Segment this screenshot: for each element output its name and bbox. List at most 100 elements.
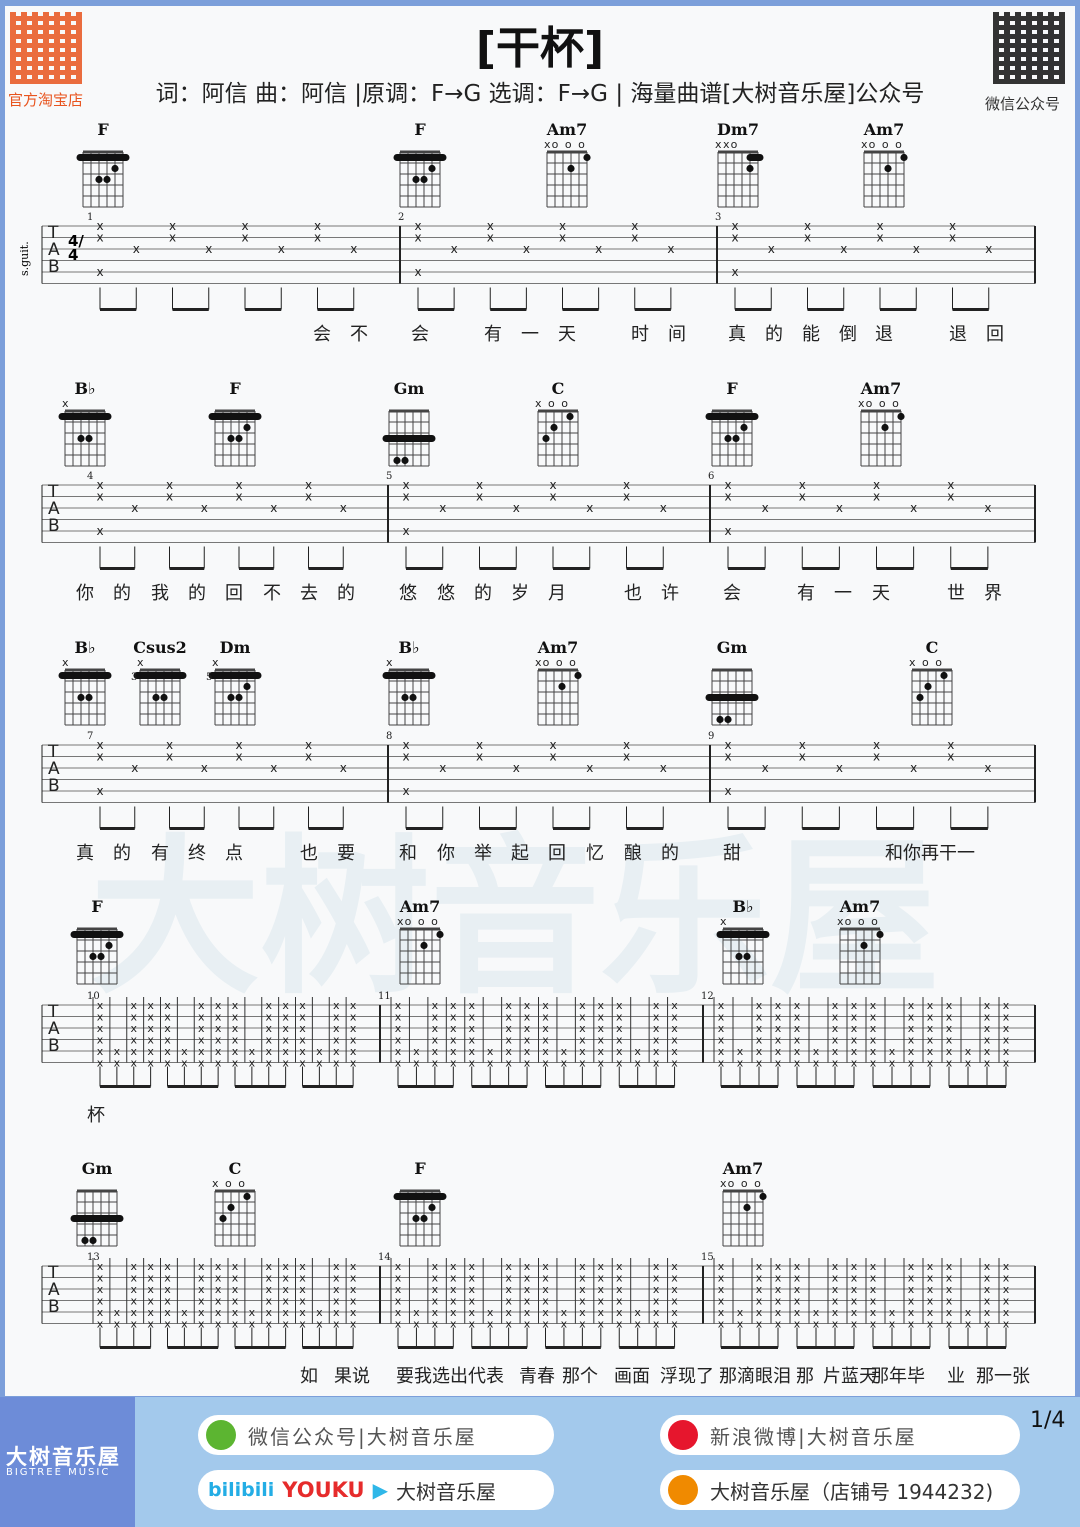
lyric: 的	[188, 583, 206, 604]
tab-clef-letter: A	[48, 499, 60, 519]
lyric: 也	[624, 583, 642, 604]
note-x: x	[96, 490, 103, 504]
strum-x: x	[198, 1295, 205, 1308]
strum-x: x	[832, 1022, 839, 1035]
strum-x: x	[265, 1260, 272, 1273]
strum-x: x	[114, 1045, 121, 1058]
strum-x: x	[851, 1057, 858, 1070]
strum-x: x	[350, 1045, 357, 1058]
lyric: 点	[225, 843, 243, 864]
strum-x: x	[432, 999, 439, 1012]
measure-number: 1	[87, 212, 94, 223]
strum-x: x	[395, 1306, 402, 1319]
strum-x: x	[832, 999, 839, 1012]
strum-x: x	[432, 1272, 439, 1285]
strum-x: x	[671, 1306, 678, 1319]
strum-x: x	[265, 1022, 272, 1035]
strum-x: x	[282, 1295, 289, 1308]
chord-finger-dot	[566, 412, 574, 421]
strum-x: x	[598, 1260, 605, 1273]
strum-x: x	[598, 999, 605, 1012]
chord-finger-dot	[542, 434, 550, 443]
chord-open-mute-markers: x o o	[909, 656, 943, 669]
lyric: 那年毕	[871, 1366, 925, 1387]
note-x: x	[623, 478, 630, 492]
note-x: x	[631, 219, 638, 233]
strum-x: x	[299, 1034, 306, 1047]
tab-clef-letter: B	[48, 257, 60, 277]
strum-x: x	[653, 1306, 660, 1319]
note-x: x	[166, 750, 173, 764]
strum-x: x	[468, 1295, 475, 1308]
strum-x: x	[524, 1283, 531, 1296]
taobao-label: 大树音乐屋（店铺号 1944232)	[710, 1479, 994, 1504]
strum-x: x	[813, 1306, 820, 1319]
chord-finger-dot	[897, 412, 905, 421]
strum-x: x	[97, 1295, 104, 1308]
strum-x: x	[927, 1318, 934, 1331]
note-x: x	[201, 761, 208, 775]
strum-x: x	[181, 1318, 188, 1331]
weibo-link[interactable]: 新浪微博|大树音乐屋	[660, 1415, 1020, 1455]
strum-x: x	[870, 1318, 877, 1331]
note-x: x	[235, 490, 242, 504]
strum-x: x	[598, 1011, 605, 1024]
strum-x: x	[927, 999, 934, 1012]
lyric: 会	[313, 324, 331, 345]
footer-brand-en: BIGTREE MUSIC	[6, 1467, 111, 1478]
measure-number: 11	[378, 991, 391, 1002]
weibo-label: 新浪微博|大树音乐屋	[710, 1424, 917, 1449]
strum-x: x	[579, 1022, 586, 1035]
note-x: x	[876, 231, 883, 245]
strum-x: x	[299, 999, 306, 1012]
bass-note-x: x	[724, 784, 731, 798]
strum-x: x	[282, 1260, 289, 1273]
strum-x: x	[737, 1318, 744, 1331]
note-x: x	[523, 242, 530, 256]
lyric: 不	[350, 324, 368, 345]
strum-x: x	[524, 1057, 531, 1070]
strum-x: x	[282, 1011, 289, 1024]
chord-finger-dot	[219, 1214, 227, 1223]
strum-x: x	[616, 1045, 623, 1058]
chord-open-mute-markers: x	[212, 656, 220, 669]
strum-x: x	[432, 1295, 439, 1308]
lyric: 起	[511, 843, 529, 864]
strum-x: x	[908, 1045, 915, 1058]
strum-x: x	[265, 1011, 272, 1024]
strum-x: x	[299, 1045, 306, 1058]
strum-x: x	[946, 1295, 953, 1308]
strum-x: x	[579, 1260, 586, 1273]
wechat-qr-label: 微信公众号	[985, 95, 1061, 113]
note-x: x	[910, 501, 917, 515]
strum-x: x	[215, 1034, 222, 1047]
video-links[interactable]: bilibili YOUKU ▶ 大树音乐屋	[198, 1470, 554, 1510]
strum-x: x	[946, 1306, 953, 1319]
strum-x: x	[350, 1306, 357, 1319]
taobao-link[interactable]: 大树音乐屋（店铺号 1944232)	[660, 1470, 1020, 1510]
strum-x: x	[542, 1011, 549, 1024]
strum-x: x	[147, 1295, 154, 1308]
strum-x: x	[984, 1045, 991, 1058]
wechat-link[interactable]: 微信公众号|大树音乐屋	[198, 1415, 554, 1455]
note-x: x	[131, 501, 138, 515]
strum-x: x	[413, 1318, 420, 1331]
strum-x: x	[984, 1057, 991, 1070]
instrument-label: s.guit.	[18, 241, 31, 276]
strum-x: x	[561, 1318, 568, 1331]
strum-x: x	[299, 1295, 306, 1308]
note-x: x	[270, 761, 277, 775]
lyric: 杯	[87, 1105, 105, 1126]
strum-x: x	[114, 1306, 121, 1319]
lyric: 悠	[399, 583, 417, 604]
strum-x: x	[450, 1295, 457, 1308]
strum-x: x	[1003, 1306, 1010, 1319]
strum-x: x	[299, 1260, 306, 1273]
strum-x: x	[1003, 1295, 1010, 1308]
note-x: x	[724, 490, 731, 504]
strum-x: x	[350, 1011, 357, 1024]
strum-x: x	[908, 1011, 915, 1024]
strum-x: x	[232, 1022, 239, 1035]
strum-x: x	[870, 1260, 877, 1273]
strum-x: x	[616, 1283, 623, 1296]
